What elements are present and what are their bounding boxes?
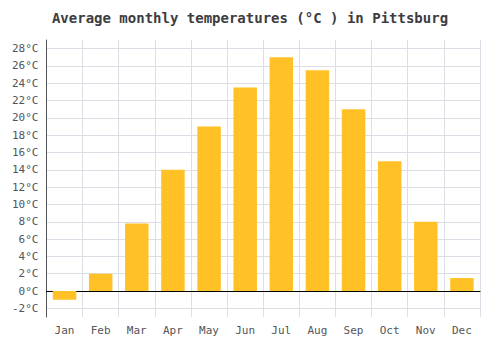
svg-text:Apr: Apr (163, 324, 183, 337)
svg-text:Jul: Jul (271, 324, 291, 337)
svg-text:18°C: 18°C (12, 129, 39, 142)
svg-text:6°C: 6°C (19, 233, 39, 246)
svg-text:Sep: Sep (344, 324, 364, 337)
svg-text:12°C: 12°C (12, 181, 39, 194)
svg-text:14°C: 14°C (12, 163, 39, 176)
svg-text:Jun: Jun (235, 324, 255, 337)
svg-text:24°C: 24°C (12, 77, 39, 90)
svg-text:Feb: Feb (91, 324, 111, 337)
svg-text:Average monthly temperatures (: Average monthly temperatures (°C ) in Pi… (52, 10, 448, 26)
svg-text:Dec: Dec (452, 324, 472, 337)
svg-text:28°C: 28°C (12, 42, 39, 55)
svg-text:22°C: 22°C (12, 94, 39, 107)
svg-text:16°C: 16°C (12, 146, 39, 159)
svg-text:May: May (199, 324, 219, 337)
svg-text:20°C: 20°C (12, 111, 39, 124)
svg-text:Oct: Oct (380, 324, 400, 337)
svg-text:0°C: 0°C (19, 285, 39, 298)
svg-text:8°C: 8°C (19, 215, 39, 228)
svg-text:10°C: 10°C (12, 198, 39, 211)
svg-text:Jan: Jan (55, 324, 75, 337)
svg-text:Mar: Mar (127, 324, 147, 337)
svg-text:Aug: Aug (307, 324, 327, 337)
svg-text:Nov: Nov (416, 324, 436, 337)
svg-text:2°C: 2°C (19, 267, 39, 280)
svg-text:4°C: 4°C (19, 250, 39, 263)
svg-text:-2°C: -2°C (12, 302, 39, 315)
svg-text:26°C: 26°C (12, 59, 39, 72)
